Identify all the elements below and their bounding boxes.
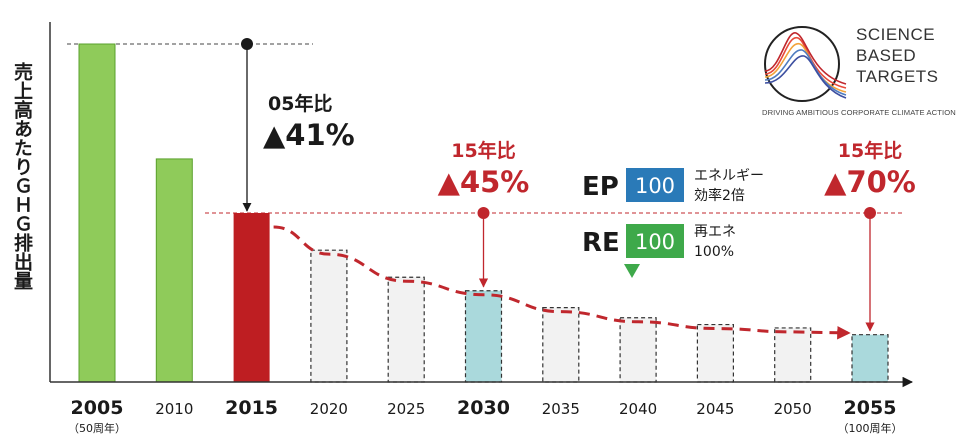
bar-2005 — [78, 43, 116, 383]
bar-2040 — [619, 317, 657, 383]
x-tick-note-2055: （100周年） — [838, 421, 903, 435]
initiative-ep-name: EP — [582, 172, 619, 202]
sbt-emblem-icon — [764, 26, 847, 102]
down-triangle-icon — [624, 264, 640, 278]
x-tick-2055: 2055 — [844, 397, 897, 419]
annotation-2055-value: ▲70% — [824, 165, 916, 199]
initiative-re-desc-1: 再エネ — [694, 224, 736, 240]
bar-2015 — [233, 213, 270, 382]
initiative-re-badge-text: 100 — [635, 230, 675, 254]
initiative-re-badge — [626, 224, 684, 258]
sbt-logo-line-1: SCIENCE — [856, 25, 936, 44]
sbt-logo-line-2: BASED — [856, 46, 917, 65]
bar-2030 — [464, 290, 503, 383]
bar-2010 — [155, 158, 193, 383]
bar-2045 — [696, 323, 735, 383]
annotation-2015-value: ▲41% — [263, 118, 355, 152]
x-tick-2045: 2045 — [696, 400, 734, 418]
annotation-2030-value: ▲45% — [438, 165, 530, 199]
x-tick-2025: 2025 — [387, 400, 425, 418]
initiative-re-name: RE — [582, 228, 620, 258]
x-tick-2020: 2020 — [310, 400, 348, 418]
x-tick-2010: 2010 — [155, 400, 193, 418]
x-tick-2040: 2040 — [619, 400, 657, 418]
initiative-re-desc-2: 100% — [694, 244, 734, 260]
annotation-2055-label: 15年比 — [838, 139, 902, 162]
trend-curve — [273, 225, 851, 340]
y-axis-label: 売上高あたりＧＨＧ排出量 — [11, 62, 33, 290]
x-tick-2005: 2005 — [71, 397, 124, 419]
bar-2050 — [774, 327, 812, 383]
sbt-logo-line-3: TARGETS — [856, 67, 939, 86]
x-tick-note-2005: （50周年） — [68, 421, 126, 435]
bar-2025 — [387, 276, 425, 383]
initiative-ep-badge-text: 100 — [635, 174, 675, 198]
annotation-2015-label: 05年比 — [268, 92, 332, 115]
bar-2055 — [851, 334, 889, 383]
x-tick-2035: 2035 — [542, 400, 580, 418]
sbt-logo-tagline: DRIVING AMBITIOUS CORPORATE CLIMATE ACTI… — [762, 108, 956, 117]
initiative-ep-desc-1: エネルギー — [694, 168, 764, 184]
bar-2020 — [310, 249, 348, 383]
x-tick-2030: 2030 — [457, 397, 510, 419]
initiative-ep-badge — [626, 168, 684, 202]
initiative-ep-desc-2: 効率2倍 — [694, 187, 745, 204]
x-tick-2015: 2015 — [225, 397, 278, 419]
initiative-re: RE 100 再エネ 100% — [582, 224, 736, 260]
x-tick-2050: 2050 — [774, 400, 812, 418]
sbt-logo: SCIENCE BASED TARGETS DRIVING AMBITIOUS … — [758, 20, 956, 120]
annotation-2030-label: 15年比 — [451, 139, 515, 162]
bar-2035 — [542, 307, 580, 383]
